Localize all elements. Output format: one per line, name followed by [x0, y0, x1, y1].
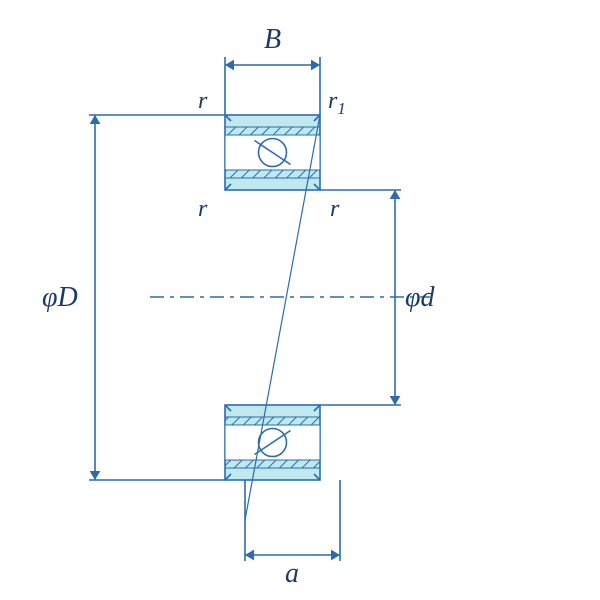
label-phiD: φD — [42, 282, 78, 314]
label-B: B — [264, 24, 281, 56]
label-r-inner-right: r — [330, 196, 339, 223]
label-r-inner-left: r — [198, 196, 207, 223]
label-phid: φd — [405, 282, 435, 314]
diagram-svg — [0, 0, 600, 600]
label-a: a — [285, 558, 299, 590]
label-r1-top-right: r1 — [328, 88, 346, 119]
label-r-top-left: r — [198, 88, 207, 115]
bearing-diagram: { "labels": { "B": "B", "r_tl": "r", "r1… — [0, 0, 600, 600]
